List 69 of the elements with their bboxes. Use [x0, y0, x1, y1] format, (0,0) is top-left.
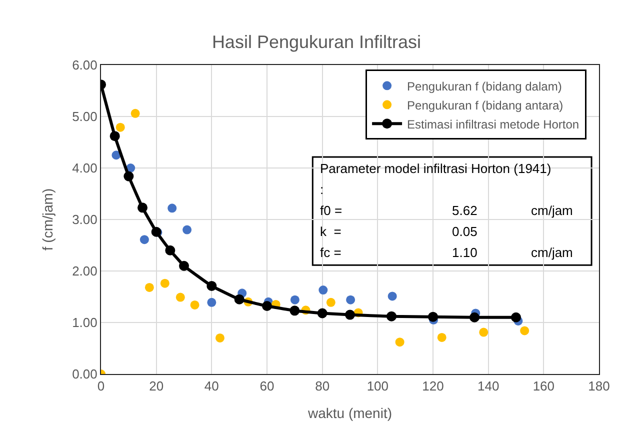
legend-label: Pengukuran f (bidang antara) — [407, 98, 564, 112]
point — [318, 286, 328, 295]
point — [326, 298, 336, 307]
annotation: Parameter model infiltrasi Horton (1941) — [320, 161, 552, 176]
annotation: cm/jam — [531, 245, 573, 260]
point — [386, 311, 396, 322]
x-tick-label: 160 — [532, 378, 555, 394]
point — [138, 202, 148, 213]
annotation: 5.62 — [452, 203, 478, 218]
point — [179, 260, 189, 271]
point — [165, 245, 176, 256]
point — [290, 306, 300, 316]
point — [182, 225, 192, 234]
x-tick-label: 100 — [366, 378, 389, 394]
point — [520, 326, 530, 336]
x-tick-label: 180 — [588, 378, 610, 394]
point — [437, 332, 446, 342]
chart-title: Hasil Pengukuran Infiltrasi — [212, 32, 422, 52]
annotation: cm/jam — [531, 203, 573, 218]
y-tick-label: 6.00 — [72, 58, 98, 73]
point — [176, 292, 185, 302]
y-tick-label: 0.00 — [72, 366, 98, 382]
x-axis-title: waktu (menit) — [306, 404, 392, 421]
point — [234, 294, 244, 304]
point — [395, 338, 404, 347]
y-tick-label: 5.00 — [72, 109, 98, 124]
annotation: 0.05 — [452, 224, 478, 239]
annotation: k = — [320, 224, 342, 239]
x-tick-label: 20 — [149, 378, 164, 394]
point — [215, 333, 224, 342]
point — [168, 204, 177, 213]
point — [428, 312, 438, 322]
point — [479, 328, 488, 337]
y-tick-label: 4.00 — [72, 160, 98, 176]
y-tick-label: 3.00 — [72, 212, 98, 228]
point — [345, 310, 355, 320]
x-tick-label: 40 — [204, 378, 219, 394]
point — [140, 235, 149, 244]
x-tick-label: 60 — [260, 378, 274, 394]
annotation: f0 = — [320, 203, 342, 218]
y-tick-label: 1.00 — [72, 315, 98, 330]
legend-label: Pengukuran f (bidang dalam) — [407, 79, 562, 94]
point — [112, 150, 121, 160]
point — [124, 171, 134, 182]
annotation: fc = — [320, 245, 342, 260]
point — [130, 108, 140, 118]
point — [346, 295, 356, 304]
point — [262, 301, 272, 312]
point — [190, 300, 200, 310]
point — [290, 295, 300, 304]
x-tick-label: 0 — [97, 378, 105, 394]
legend-label: Estimasi infiltrasi metode Horton — [407, 117, 580, 132]
y-tick-label: 2.00 — [72, 264, 98, 279]
point — [144, 282, 154, 292]
point — [110, 131, 120, 142]
point — [470, 312, 480, 322]
y-axis-title: f (cm/jam) — [40, 188, 56, 251]
point — [206, 280, 217, 291]
x-tick-label: 80 — [315, 378, 330, 394]
annotation: 1.10 — [452, 245, 478, 260]
point — [317, 308, 328, 318]
point — [207, 298, 216, 307]
point — [511, 312, 521, 322]
annotation: : — [320, 182, 324, 197]
x-tick-label: 120 — [422, 378, 444, 394]
point — [388, 292, 397, 301]
point — [160, 278, 170, 288]
x-tick-label: 140 — [477, 378, 500, 394]
point — [116, 122, 125, 132]
